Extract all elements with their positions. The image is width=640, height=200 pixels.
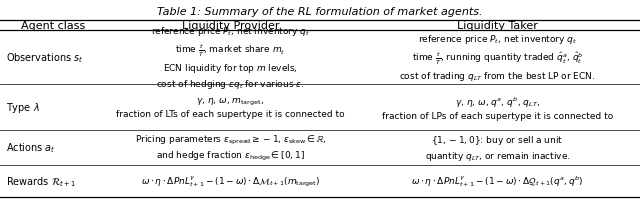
Text: $\gamma$, $\eta$, $\omega$, $q^a$, $q^b$, $q_{LT}$,
fraction of LPs of each supe: $\gamma$, $\eta$, $\omega$, $q^a$, $q^b$… <box>382 95 613 120</box>
Text: Table 1: Summary of the RL formulation of market agents.: Table 1: Summary of the RL formulation o… <box>157 7 483 17</box>
Text: Observations $s_t$: Observations $s_t$ <box>6 51 84 65</box>
Text: $\{1,-1,0\}$: buy or sell a unit
quantity $q_{LT}$, or remain inactive.: $\{1,-1,0\}$: buy or sell a unit quantit… <box>425 133 570 162</box>
Text: $\omega \cdot \eta \cdot \Delta PnL_{t+1}^{\gamma} - (1-\omega) \cdot \Delta\mat: $\omega \cdot \eta \cdot \Delta PnL_{t+1… <box>141 174 320 188</box>
Text: Liquidity Provider: Liquidity Provider <box>182 21 279 31</box>
Text: Type $\lambda$: Type $\lambda$ <box>6 101 40 114</box>
Text: Rewards $\mathcal{R}_{t+1}$: Rewards $\mathcal{R}_{t+1}$ <box>6 174 77 188</box>
Text: reference price $P_t$, net inventory $q_t$
time $\frac{t}{T}$, running quantity : reference price $P_t$, net inventory $q_… <box>399 33 596 83</box>
Text: reference price $P_t$, net inventory $q_t$
time $\frac{t}{T}$, market share $m_t: reference price $P_t$, net inventory $q_… <box>151 25 310 91</box>
Text: Agent class: Agent class <box>20 21 85 31</box>
Text: Actions $a_t$: Actions $a_t$ <box>6 141 56 154</box>
Text: Liquidity Taker: Liquidity Taker <box>457 21 538 31</box>
Text: Pricing parameters $\epsilon_{\mathrm{spread}} \geq -1$, $\epsilon_{\mathrm{skew: Pricing parameters $\epsilon_{\mathrm{sp… <box>135 133 326 162</box>
Text: $\gamma$, $\eta$, $\omega$, $m_{\mathrm{target}}$,
fraction of LTs of each super: $\gamma$, $\eta$, $\omega$, $m_{\mathrm{… <box>116 96 345 119</box>
Text: $\omega \cdot \eta \cdot \Delta PnL_{t+1}^{\gamma} - (1-\omega) \cdot \Delta\mat: $\omega \cdot \eta \cdot \Delta PnL_{t+1… <box>412 174 584 188</box>
